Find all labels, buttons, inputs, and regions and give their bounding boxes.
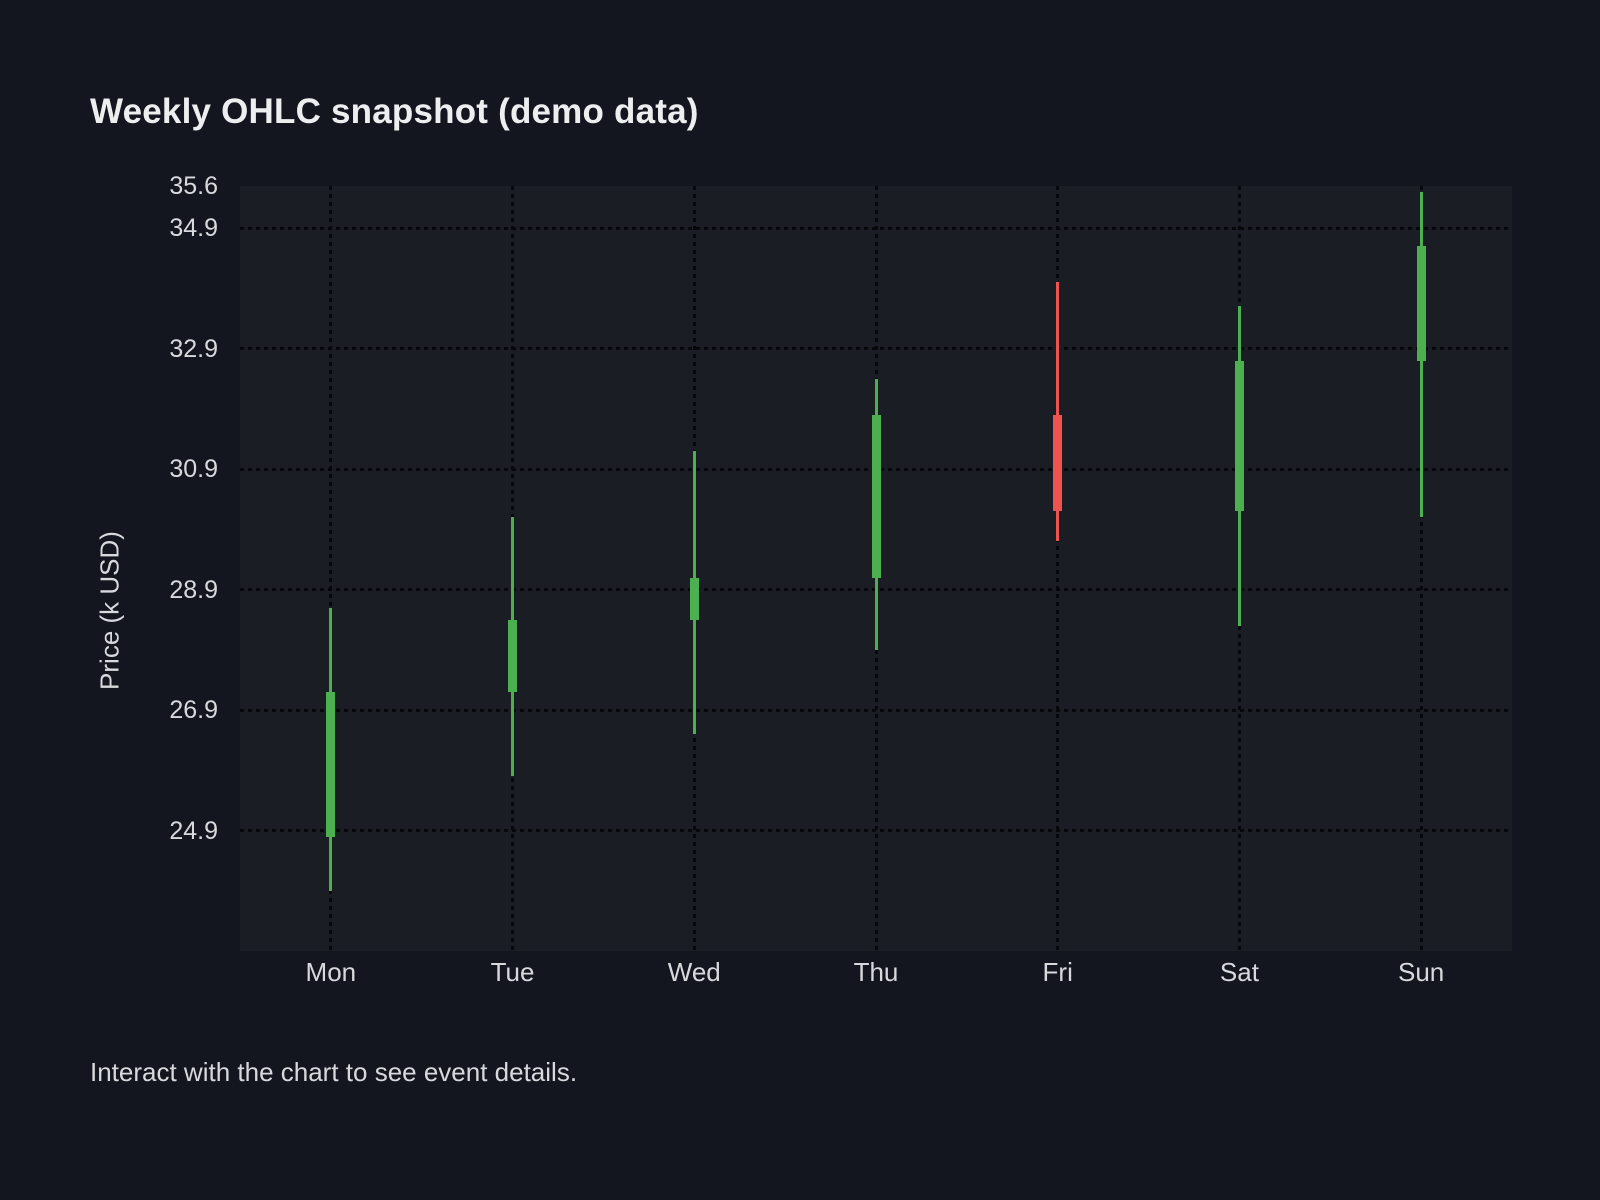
chart-caption: Interact with the chart to see event det… <box>90 1057 578 1087</box>
y-tick-label: 24.9 <box>169 816 218 845</box>
y-tick-label: 26.9 <box>169 696 218 725</box>
candle-body <box>1416 246 1426 361</box>
chart-title: Weekly OHLC snapshot (demo data) <box>90 92 699 131</box>
candle-body <box>1234 360 1244 512</box>
candle-wick <box>1056 282 1060 542</box>
x-tick-label-wed: Wed <box>667 957 721 987</box>
gridline-vertical <box>1419 186 1423 951</box>
x-tick-label-tue: Tue <box>490 957 535 987</box>
candle-body <box>871 414 881 578</box>
gridline-vertical <box>329 186 333 951</box>
x-tick-label-thu: Thu <box>853 957 899 987</box>
y-tick-label: 28.9 <box>169 575 218 604</box>
y-tick-label: 32.9 <box>169 334 218 363</box>
candle-body <box>326 691 336 837</box>
x-tick-label-fri: Fri <box>1042 957 1073 987</box>
y-tick-label: 35.6 <box>169 172 218 200</box>
candle-body <box>1053 414 1063 512</box>
y-tick-label: 30.9 <box>169 455 218 484</box>
plot-area[interactable] <box>240 186 1512 951</box>
y-tick-label: 34.9 <box>169 214 218 243</box>
y-axis-title: Price (k USD) <box>94 531 125 690</box>
candle-body <box>508 619 518 692</box>
gridline-vertical <box>1056 186 1060 951</box>
x-tick-label-mon: Mon <box>305 957 357 987</box>
x-tick-label-sat: Sat <box>1219 957 1259 987</box>
candle-body <box>689 577 699 620</box>
x-tick-label-sun: Sun <box>1398 957 1445 987</box>
